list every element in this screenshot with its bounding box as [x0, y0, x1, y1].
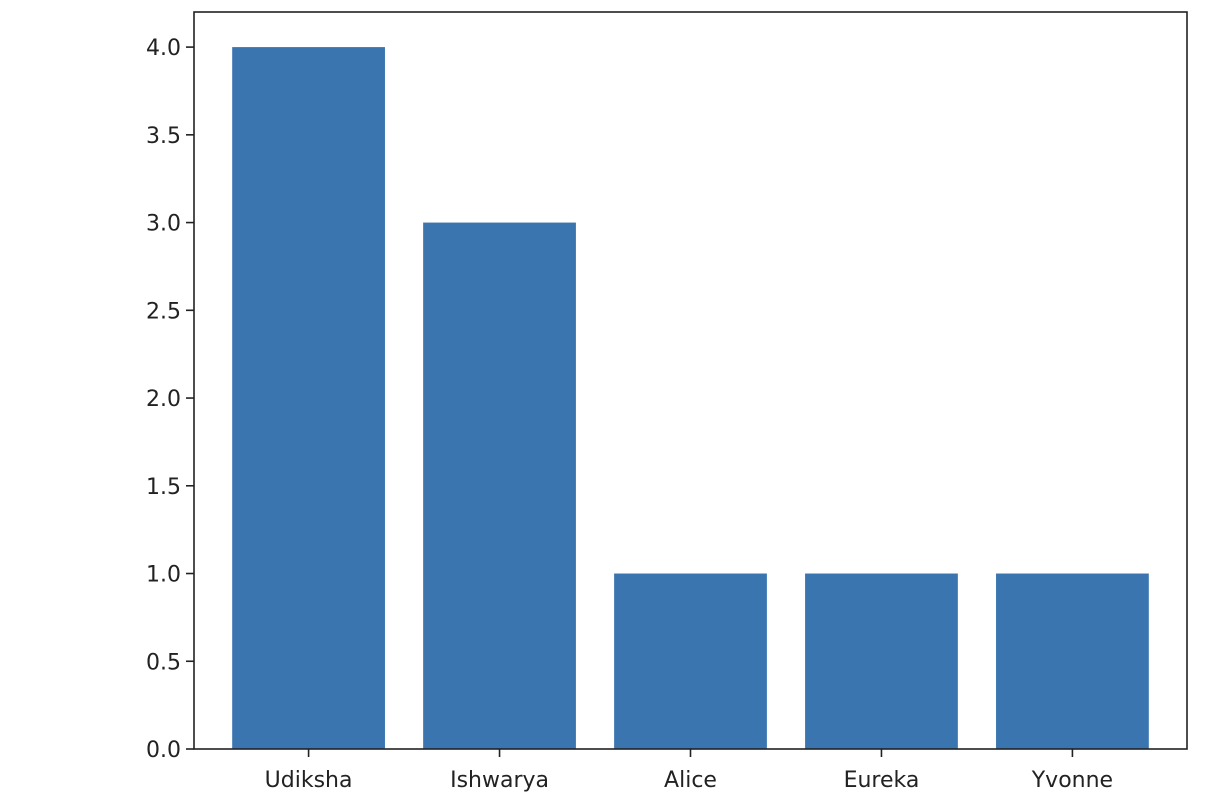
y-tick-label: 3.5 — [146, 124, 181, 149]
bar-alice — [614, 573, 767, 749]
y-tick-label: 2.5 — [146, 299, 181, 324]
y-tick-label: 0.5 — [146, 650, 181, 675]
x-tick-label-alice: Alice — [664, 768, 717, 793]
y-tick-label: 4.0 — [146, 36, 181, 61]
bar-udiksha — [232, 47, 385, 750]
x-tick-label-yvonne: Yvonne — [1031, 768, 1113, 793]
y-tick-label: 0.0 — [146, 738, 181, 763]
bars-group — [232, 47, 1149, 750]
x-tick-label-udiksha: Udiksha — [265, 768, 353, 793]
x-tick-label-eureka: Eureka — [844, 768, 920, 793]
bar-eureka — [805, 573, 958, 749]
bar-yvonne — [996, 573, 1149, 749]
x-axis: Udiksha Ishwarya Alice Eureka Yvonne — [265, 749, 1113, 793]
y-tick-label: 1.0 — [146, 563, 181, 588]
plot-frame — [193, 11, 1188, 750]
bar-ishwarya — [423, 222, 576, 749]
y-tick-label: 3.0 — [146, 212, 181, 237]
x-tick-label-ishwarya: Ishwarya — [450, 768, 549, 793]
y-tick-label: 2.0 — [146, 387, 181, 412]
y-tick-label: 1.5 — [146, 475, 181, 500]
y-axis: 0.0 0.5 1.0 1.5 2.0 2.5 3.0 3.5 4.0 — [146, 36, 194, 763]
